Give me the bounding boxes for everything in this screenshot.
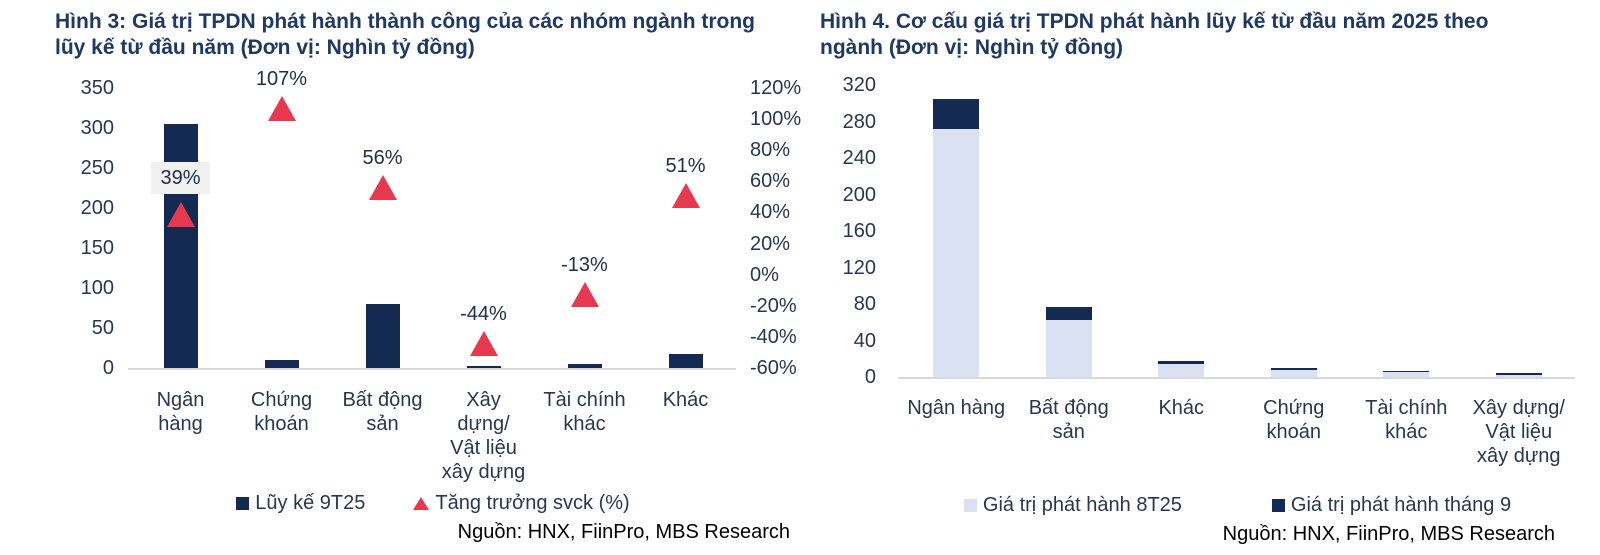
chart3-title: Hình 3: Giá trị TPDN phát hành thành côn… (55, 10, 756, 59)
chart4-title: Hình 4. Cơ cấu giá trị TPDN phát hành lũ… (820, 10, 1489, 59)
navy-square-icon (1271, 499, 1285, 512)
chart4-legend-item-8t25: Giá trị phát hành 8T25 (963, 494, 1182, 517)
chart3-yaxis2-tick--60%: -60% (750, 357, 797, 379)
chart3-growth-marker-4 (469, 330, 498, 356)
chart4-bar-8t25-6 (1495, 374, 1542, 377)
chart3-yaxis-tick-150: 150 (80, 237, 114, 259)
chart3-growth-marker-5 (570, 282, 599, 308)
chart3-legend: Lũy kế 9T25 Tăng trưởng svck (%) (130, 492, 736, 515)
chart4-category-label-3: Khác (1158, 397, 1205, 419)
navy-square-icon (236, 497, 250, 510)
lightblue-square-icon (963, 499, 977, 512)
chart3-growth-label-6: 51% (665, 154, 706, 177)
chart3-yaxis2-tick--20%: -20% (750, 294, 797, 317)
chart3-growth-label-3: 56% (362, 147, 403, 170)
chart3-yaxis-tick-300: 300 (80, 117, 114, 139)
chart4-category-label-4: Chứng khoán (1263, 397, 1325, 443)
chart3-yaxis-tick-200: 200 (80, 197, 114, 219)
chart4-yaxis-tick-320: 320 (842, 74, 876, 96)
chart3-yaxis-tick-50: 50 (91, 317, 114, 339)
chart4-bar-8t25-3 (1158, 364, 1205, 377)
chart4-x-axis-line (898, 377, 1575, 379)
chart3-bar-6 (668, 353, 703, 368)
chart3-yaxis2-tick-40%: 40% (750, 201, 791, 224)
red-triangle-icon (413, 497, 430, 510)
chart3-yaxis2-tick--40%: -40% (750, 325, 797, 348)
chart3-growth-marker-6 (671, 182, 700, 208)
chart3-x-axis-line (128, 368, 736, 370)
chart4-yaxis-tick-80: 80 (853, 293, 876, 315)
chart4-bar-8t25-5 (1383, 372, 1430, 377)
chart3-yaxis2-tick-80%: 80% (750, 139, 791, 162)
chart3-growth-marker-2 (267, 95, 296, 121)
chart4-yaxis-tick-160: 160 (842, 220, 876, 242)
chart4-yaxis-tick-280: 280 (842, 110, 876, 133)
chart3-growth-marker-1 (166, 201, 195, 227)
chart4-bar-8t25-4 (1270, 369, 1317, 377)
chart3-legend-growth-label: Tăng trưởng svck (%) (435, 492, 630, 514)
chart3-yaxis2-tick-0%: 0% (750, 263, 779, 286)
chart3-growth-label-4: -44% (460, 302, 507, 325)
chart4-yaxis-tick-40: 40 (853, 329, 876, 352)
chart3-legend-bar-label: Lũy kế 9T25 (255, 492, 366, 514)
chart4-category-label-1: Ngân hàng (907, 397, 1006, 419)
chart3-growth-label-box: 39% (151, 161, 210, 194)
chart4-category-label-5: Tài chính khác (1365, 397, 1448, 443)
chart3-category-label-1: Ngân hàng (156, 389, 205, 435)
chart3-yaxis-tick-100: 100 (80, 277, 114, 299)
chart3-yaxis-tick-0: 0 (102, 357, 114, 379)
chart3-category-label-6: Khác (662, 389, 709, 411)
chart4-yaxis-tick-0: 0 (864, 366, 876, 388)
chart4-category-label-6: Xây dựng/Vật liệu xây dựng (1472, 397, 1565, 467)
chart3-growth-label-1: 39% (121, 161, 241, 194)
chart-hinh3: Hình 3: Giá trị TPDN phát hành thành côn… (55, 10, 801, 543)
chart4-bar-thang9-2 (1045, 306, 1092, 320)
chart3-category-label-2: Chứng khoán (250, 389, 313, 435)
chart-hinh4: Hình 4. Cơ cấu giá trị TPDN phát hành lũ… (800, 0, 1600, 555)
chart4-category-label-2: Bất động sản (1028, 397, 1109, 443)
chart4-bar-8t25-2 (1045, 319, 1092, 377)
chart3-bar-3 (365, 304, 400, 368)
chart3-yaxis2-tick-20%: 20% (750, 232, 791, 255)
chart4-yaxis-tick-240: 240 (842, 147, 876, 169)
chart4-legend-thang9-label: Giá trị phát hành tháng 9 (1290, 494, 1512, 516)
chart3-yaxis2-tick-120%: 120% (750, 77, 802, 99)
chart3-growth-marker-3 (368, 175, 397, 201)
chart4-legend: Giá trị phát hành 8T25 Giá trị phát hành… (900, 494, 1575, 517)
chart3-source: Nguồn: HNX, FiinPro, MBS Research (457, 521, 790, 543)
chart4-bar-thang9-3 (1158, 361, 1205, 365)
chart3-category-label-5: Tài chính khác (543, 389, 626, 435)
chart3-bar-2 (264, 360, 299, 368)
chart4-source: Nguồn: HNX, FiinPro, MBS Research (1222, 523, 1555, 545)
chart3-category-label-3: Bất động sản (342, 389, 423, 435)
chart3-yaxis2-tick-100%: 100% (750, 108, 802, 131)
chart3-growth-label-5: -13% (561, 254, 608, 277)
chart3-bar-5 (567, 364, 602, 368)
chart4-yaxis-tick-120: 120 (842, 256, 876, 279)
chart3-yaxis-tick-250: 250 (80, 157, 114, 179)
chart4-bar-thang9-6 (1495, 373, 1542, 375)
chart3-yaxis-tick-350: 350 (80, 77, 114, 99)
chart4-bar-thang9-5 (1383, 370, 1430, 373)
chart3-legend-item-growth: Tăng trưởng svck (%) (413, 492, 630, 515)
chart3-legend-item-bar: Lũy kế 9T25 (236, 492, 365, 515)
chart4-bar-8t25-1 (933, 128, 980, 377)
chart4-bar-thang9-4 (1270, 367, 1317, 370)
chart4-legend-item-thang9: Giá trị phát hành tháng 9 (1271, 494, 1512, 517)
chart3-bar-4 (466, 365, 501, 368)
chart3-yaxis2-tick-60%: 60% (750, 170, 791, 193)
chart3-category-label-4: Xây dựng/Vật liệu xây dựng (441, 389, 526, 483)
chart3-growth-label-2: 107% (255, 67, 308, 90)
chart4-yaxis-tick-200: 200 (842, 183, 876, 206)
chart4-bar-thang9-1 (933, 98, 980, 129)
chart4-legend-8t25-label: Giá trị phát hành 8T25 (982, 494, 1182, 516)
